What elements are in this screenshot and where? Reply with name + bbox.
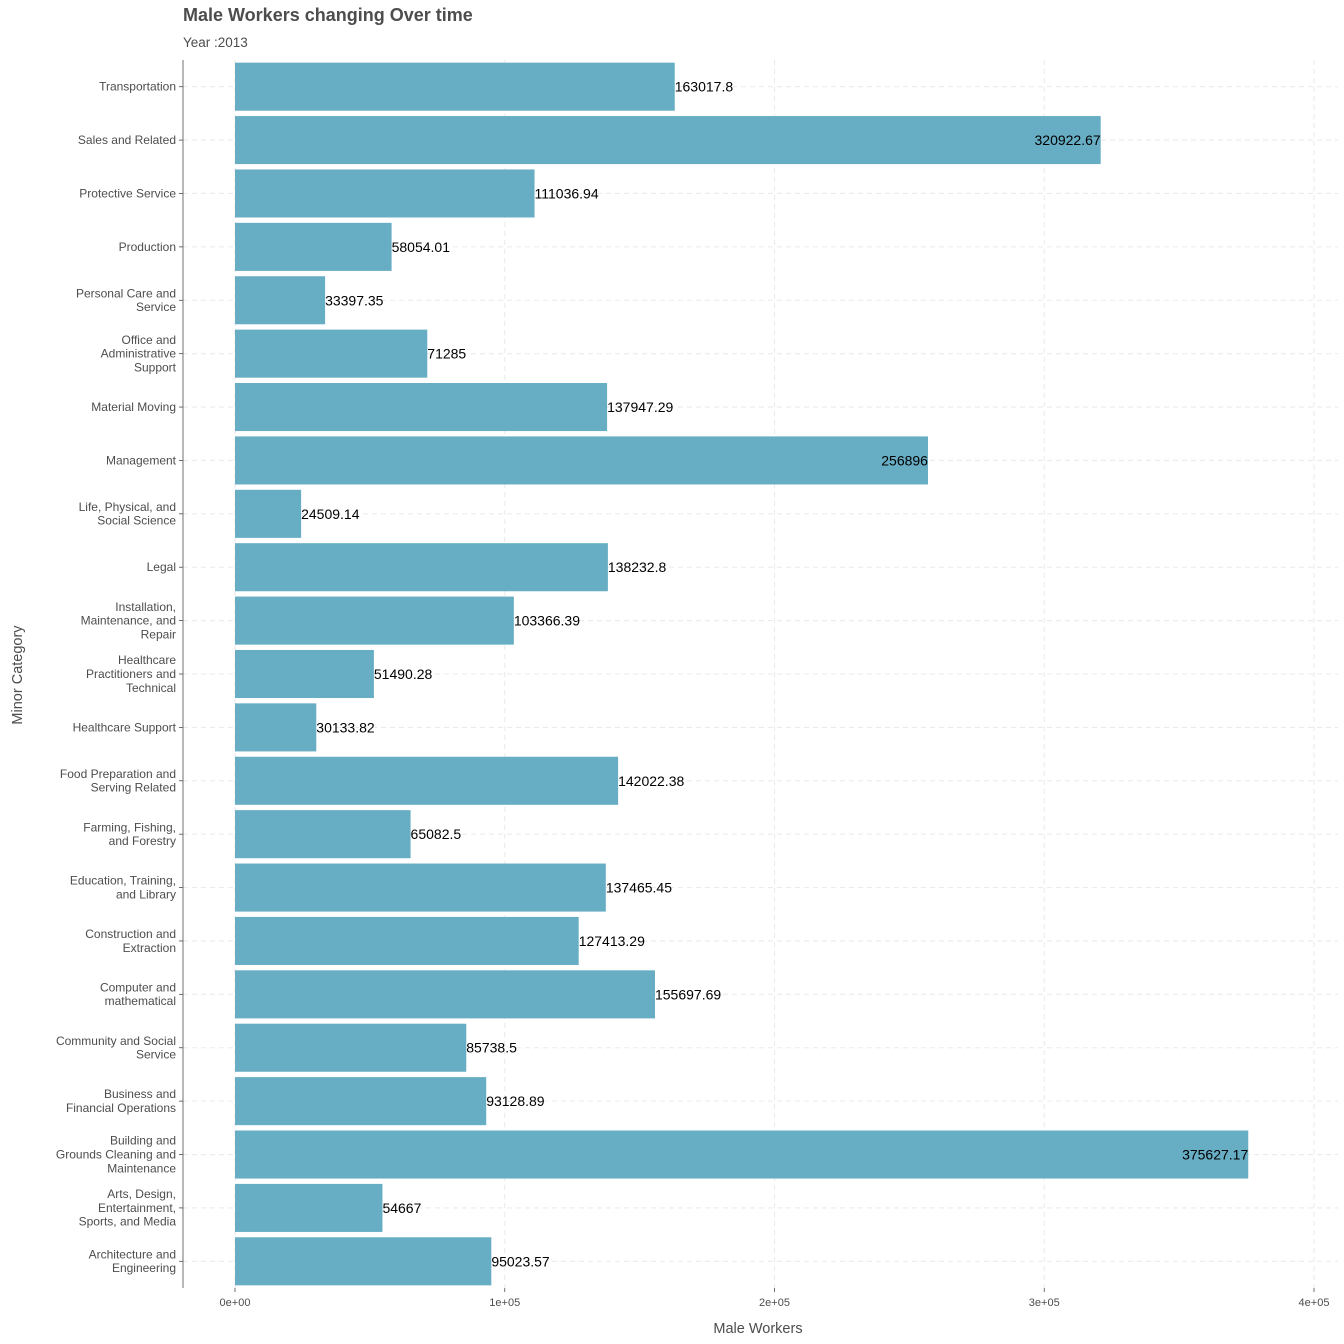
y-tick-label: Architecture and Engineering xyxy=(89,1247,176,1275)
x-tick-label: 0e+00 xyxy=(220,1297,251,1309)
y-tick-label: Life, Physical, and Social Science xyxy=(79,500,177,528)
y-tick-label: Computer and mathematical xyxy=(100,980,176,1008)
y-tick-label: Management xyxy=(106,453,177,467)
y-tick-label: Construction and Extraction xyxy=(85,927,176,955)
bars xyxy=(235,62,1249,1286)
bar xyxy=(235,116,1101,165)
x-tick-label: 1e+05 xyxy=(489,1297,520,1309)
bar xyxy=(235,169,535,218)
y-tick-label: Farming, Fishing, and Forestry xyxy=(83,820,176,848)
data-labels: 163017.8 320922.67 111036.94 58054.01 33397.… xyxy=(301,79,1248,1270)
bar xyxy=(235,970,655,1019)
data-label: 256896 xyxy=(881,452,928,468)
y-tick-label: Personal Care and Service xyxy=(76,286,176,314)
y-tick-label: Building and Grounds Cleaning and Maintena… xyxy=(56,1134,176,1176)
y-tick-label: Legal xyxy=(147,560,176,574)
data-label: 103366.39 xyxy=(514,613,580,629)
y-tick-label: Installation, Maintenance, and Repair xyxy=(81,600,176,642)
bar xyxy=(235,489,302,538)
data-label: 93128.89 xyxy=(486,1093,545,1109)
bar xyxy=(235,863,606,912)
bar xyxy=(235,1077,487,1126)
y-tick-label: Healthcare Support xyxy=(73,720,177,734)
data-label: 127413.29 xyxy=(579,933,645,949)
data-label: 95023.57 xyxy=(491,1253,550,1269)
data-label: 54667 xyxy=(382,1200,421,1216)
bar xyxy=(235,276,326,325)
y-tick-label: Arts, Design, Entertainment, Sports, and M… xyxy=(79,1187,177,1229)
x-tick-label: 4e+05 xyxy=(1299,1297,1330,1309)
bar xyxy=(235,329,428,378)
bar xyxy=(235,62,675,111)
data-label: 24509.14 xyxy=(301,506,360,522)
x-tick-labels: 0e+00 1e+05 2e+05 3e+05 4e+05 xyxy=(220,1297,1330,1309)
data-label: 51490.28 xyxy=(374,666,433,682)
data-label: 30133.82 xyxy=(316,719,375,735)
data-label: 33397.35 xyxy=(325,292,384,308)
bar xyxy=(235,596,514,645)
bar xyxy=(235,649,374,699)
y-axis-title: Minor Category xyxy=(10,625,26,725)
x-axis-title: Male Workers xyxy=(713,1321,802,1337)
data-label: 111036.94 xyxy=(535,185,599,201)
data-label: 65082.5 xyxy=(411,826,462,842)
bar xyxy=(235,436,928,485)
y-tick-label: Material Moving xyxy=(91,400,176,414)
data-label: 85738.5 xyxy=(466,1040,517,1056)
y-tick-label: Education, Training, and Library xyxy=(70,874,176,902)
axes xyxy=(179,60,1315,1292)
data-label: 375627.17 xyxy=(1182,1147,1248,1163)
bar xyxy=(235,543,608,592)
y-tick-label: Food Preparation and Serving Related xyxy=(60,767,176,795)
data-label: 163017.8 xyxy=(675,79,734,95)
bar xyxy=(235,1237,492,1286)
y-tick-label: Protective Service xyxy=(79,186,176,200)
data-label: 138232.8 xyxy=(608,559,667,575)
data-label: 58054.01 xyxy=(392,239,451,255)
chart-title: Male Workers changing Over time xyxy=(183,5,473,25)
data-label: 137947.29 xyxy=(607,399,673,415)
x-tick-label: 2e+05 xyxy=(759,1297,790,1309)
bar xyxy=(235,756,619,805)
bar xyxy=(235,703,317,752)
bar xyxy=(235,1130,1249,1179)
y-tick-label: Business and Financial Operations xyxy=(66,1087,176,1115)
data-label: 320922.67 xyxy=(1035,132,1101,148)
y-tick-label: Production xyxy=(119,240,176,254)
data-label: 137465.45 xyxy=(606,880,672,896)
data-label: 142022.38 xyxy=(618,773,684,789)
bar xyxy=(235,1183,383,1232)
bar xyxy=(235,222,392,271)
y-tick-label: Community and Social Service xyxy=(56,1034,176,1062)
y-tick-label: Transportation xyxy=(99,80,176,94)
x-tick-label: 3e+05 xyxy=(1029,1297,1060,1309)
bar xyxy=(235,383,608,432)
bar xyxy=(235,916,579,965)
chart-subtitle: Year :2013 xyxy=(183,35,248,50)
y-tick-label: Healthcare Practitioners and Technical xyxy=(86,653,176,695)
bar xyxy=(235,810,411,859)
data-label: 155697.69 xyxy=(655,986,721,1002)
data-label: 71285 xyxy=(427,346,466,362)
y-tick-label: Office and Administrative Support xyxy=(101,333,177,375)
bar xyxy=(235,1023,467,1072)
y-tick-label: Sales and Related xyxy=(78,133,176,147)
y-tick-labels: Transportation Sales and Related Protectiv… xyxy=(56,80,177,1276)
